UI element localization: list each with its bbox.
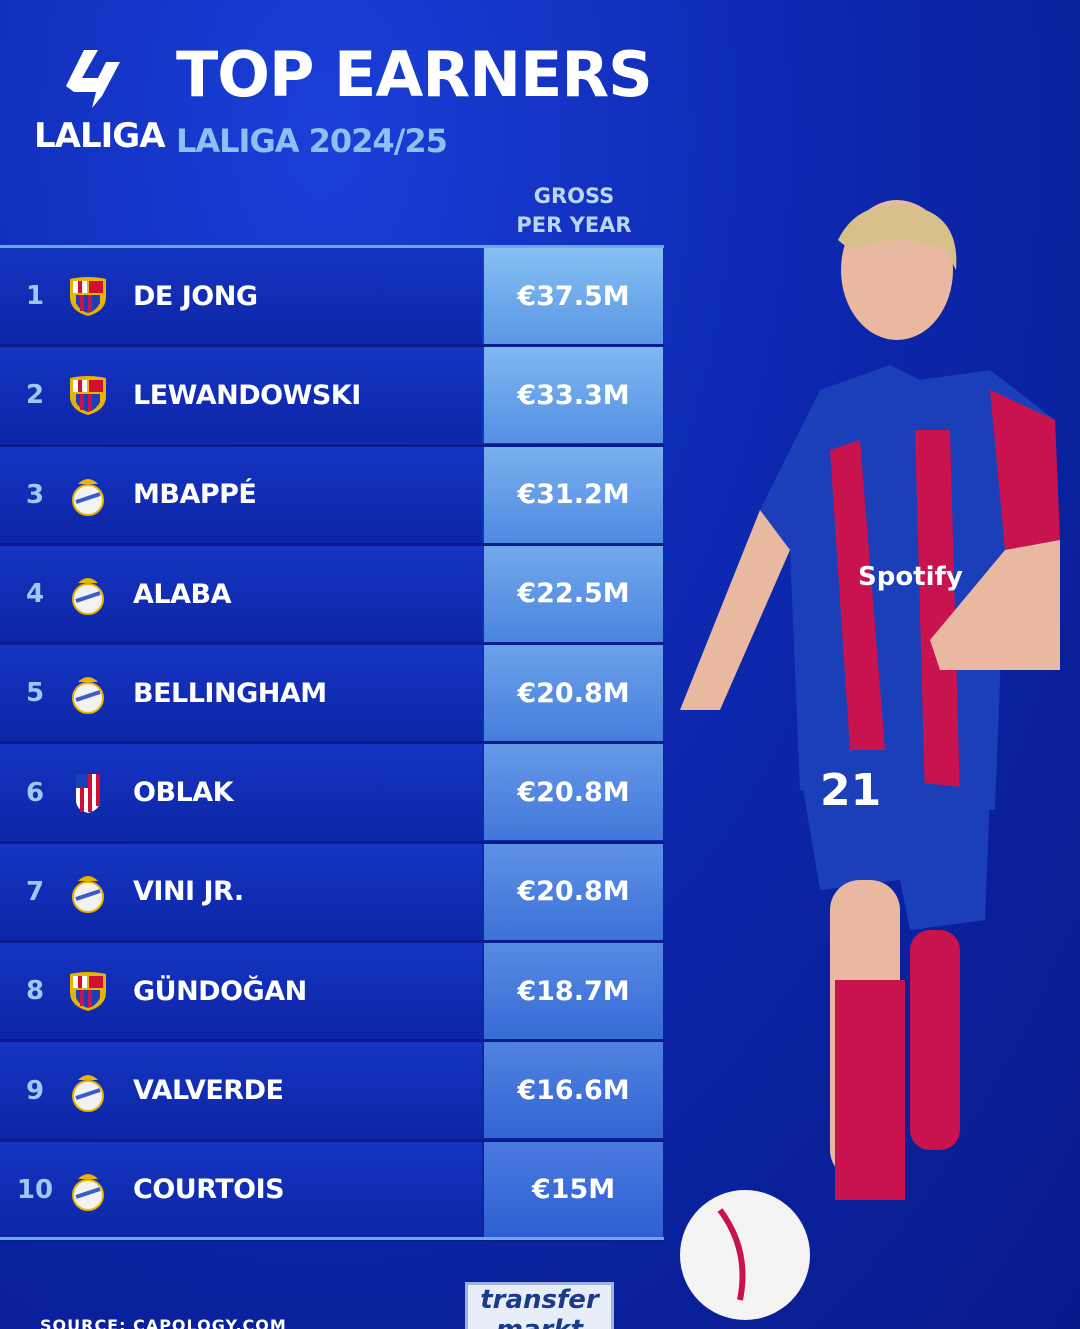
gross-value: €33.3M bbox=[484, 347, 663, 444]
real-madrid-crest-icon bbox=[68, 871, 108, 913]
table-row: 2 LEWANDOWSKI €33.3M bbox=[0, 347, 664, 447]
jersey-sponsor: Spotify bbox=[858, 562, 963, 592]
rank: 4 bbox=[25, 579, 45, 610]
player-name: MBAPPÉ bbox=[133, 479, 257, 511]
divider bbox=[0, 245, 664, 248]
player-name: OBLAK bbox=[133, 777, 234, 809]
table-row: 10 COURTOIS €15M bbox=[0, 1141, 664, 1241]
rank: 10 bbox=[16, 1174, 54, 1205]
player-photo: Spotify 21 bbox=[680, 200, 1060, 1320]
player-name: VALVERDE bbox=[133, 1075, 284, 1107]
rank: 3 bbox=[25, 479, 45, 510]
table-row: 8 GÜNDOĞAN €18.7M bbox=[0, 943, 664, 1043]
barcelona-crest-icon bbox=[68, 275, 108, 317]
source-text: SOURCE: CAPOLOGY.COM bbox=[40, 1316, 287, 1329]
table-row: 6 OBLAK €20.8M bbox=[0, 744, 664, 844]
real-madrid-crest-icon bbox=[68, 1070, 108, 1112]
column-header: GROSS PER YEAR bbox=[484, 182, 664, 240]
tm-line2: markt bbox=[468, 1315, 611, 1329]
rank: 1 bbox=[25, 281, 45, 312]
page-title: TOP EARNERS bbox=[176, 38, 653, 111]
real-madrid-crest-icon bbox=[68, 573, 108, 616]
table-row: 3 MBAPPÉ €31.2M bbox=[0, 446, 664, 546]
table-row: 7 VINI JR. €20.8M bbox=[0, 843, 664, 944]
rank: 8 bbox=[25, 976, 45, 1007]
rank: 9 bbox=[25, 1075, 45, 1106]
table-row: 5 BELLINGHAM €20.8M bbox=[0, 645, 664, 745]
divider bbox=[0, 1237, 664, 1240]
real-madrid-crest-icon bbox=[68, 672, 108, 715]
player-name: VINI JR. bbox=[133, 876, 244, 908]
column-header-line2: PER YEAR bbox=[516, 213, 632, 237]
player-name: GÜNDOĞAN bbox=[133, 975, 307, 1007]
gross-value: €18.7M bbox=[484, 943, 663, 1040]
gross-value: €15M bbox=[484, 1141, 663, 1238]
gross-value: €20.8M bbox=[484, 843, 663, 940]
column-header-line1: GROSS bbox=[533, 184, 615, 208]
gross-value: €31.2M bbox=[484, 446, 663, 543]
page-subtitle: LALIGA 2024/25 bbox=[176, 122, 448, 160]
atletico-madrid-crest-icon bbox=[68, 772, 108, 814]
player-name: ALABA bbox=[133, 578, 231, 610]
barcelona-crest-icon bbox=[68, 374, 108, 416]
logo-text: LALIGA bbox=[34, 116, 166, 156]
laliga-logo: LALIGA bbox=[34, 48, 166, 156]
table-row: 9 VALVERDE €16.6M bbox=[0, 1042, 664, 1142]
player-name: COURTOIS bbox=[133, 1174, 285, 1206]
table-row: 4 ALABA €22.5M bbox=[0, 545, 664, 646]
earners-table: 1 DE JONG €37.5M 2 LEWANDOWSKI €33.3M 3 … bbox=[0, 248, 664, 1241]
transfermarkt-logo: transfer markt bbox=[465, 1282, 614, 1329]
gross-value: €37.5M bbox=[484, 248, 663, 344]
player-name: BELLINGHAM bbox=[133, 677, 327, 709]
rank: 2 bbox=[25, 380, 45, 411]
tm-line1: transfer bbox=[480, 1285, 599, 1315]
gross-value: €20.8M bbox=[484, 744, 663, 841]
real-madrid-crest-icon bbox=[68, 474, 108, 516]
rank: 7 bbox=[25, 876, 45, 907]
rank: 5 bbox=[25, 678, 45, 709]
table-row: 1 DE JONG €37.5M bbox=[0, 248, 664, 348]
player-name: LEWANDOWSKI bbox=[133, 379, 361, 411]
laliga-icon bbox=[65, 50, 120, 108]
gross-value: €22.5M bbox=[484, 545, 663, 642]
rank: 6 bbox=[25, 777, 45, 808]
jersey-number: 21 bbox=[820, 765, 881, 816]
barcelona-crest-icon bbox=[68, 970, 108, 1012]
gross-value: €20.8M bbox=[484, 645, 663, 742]
player-name: DE JONG bbox=[133, 280, 258, 312]
real-madrid-crest-icon bbox=[68, 1169, 108, 1211]
gross-value: €16.6M bbox=[484, 1042, 663, 1139]
